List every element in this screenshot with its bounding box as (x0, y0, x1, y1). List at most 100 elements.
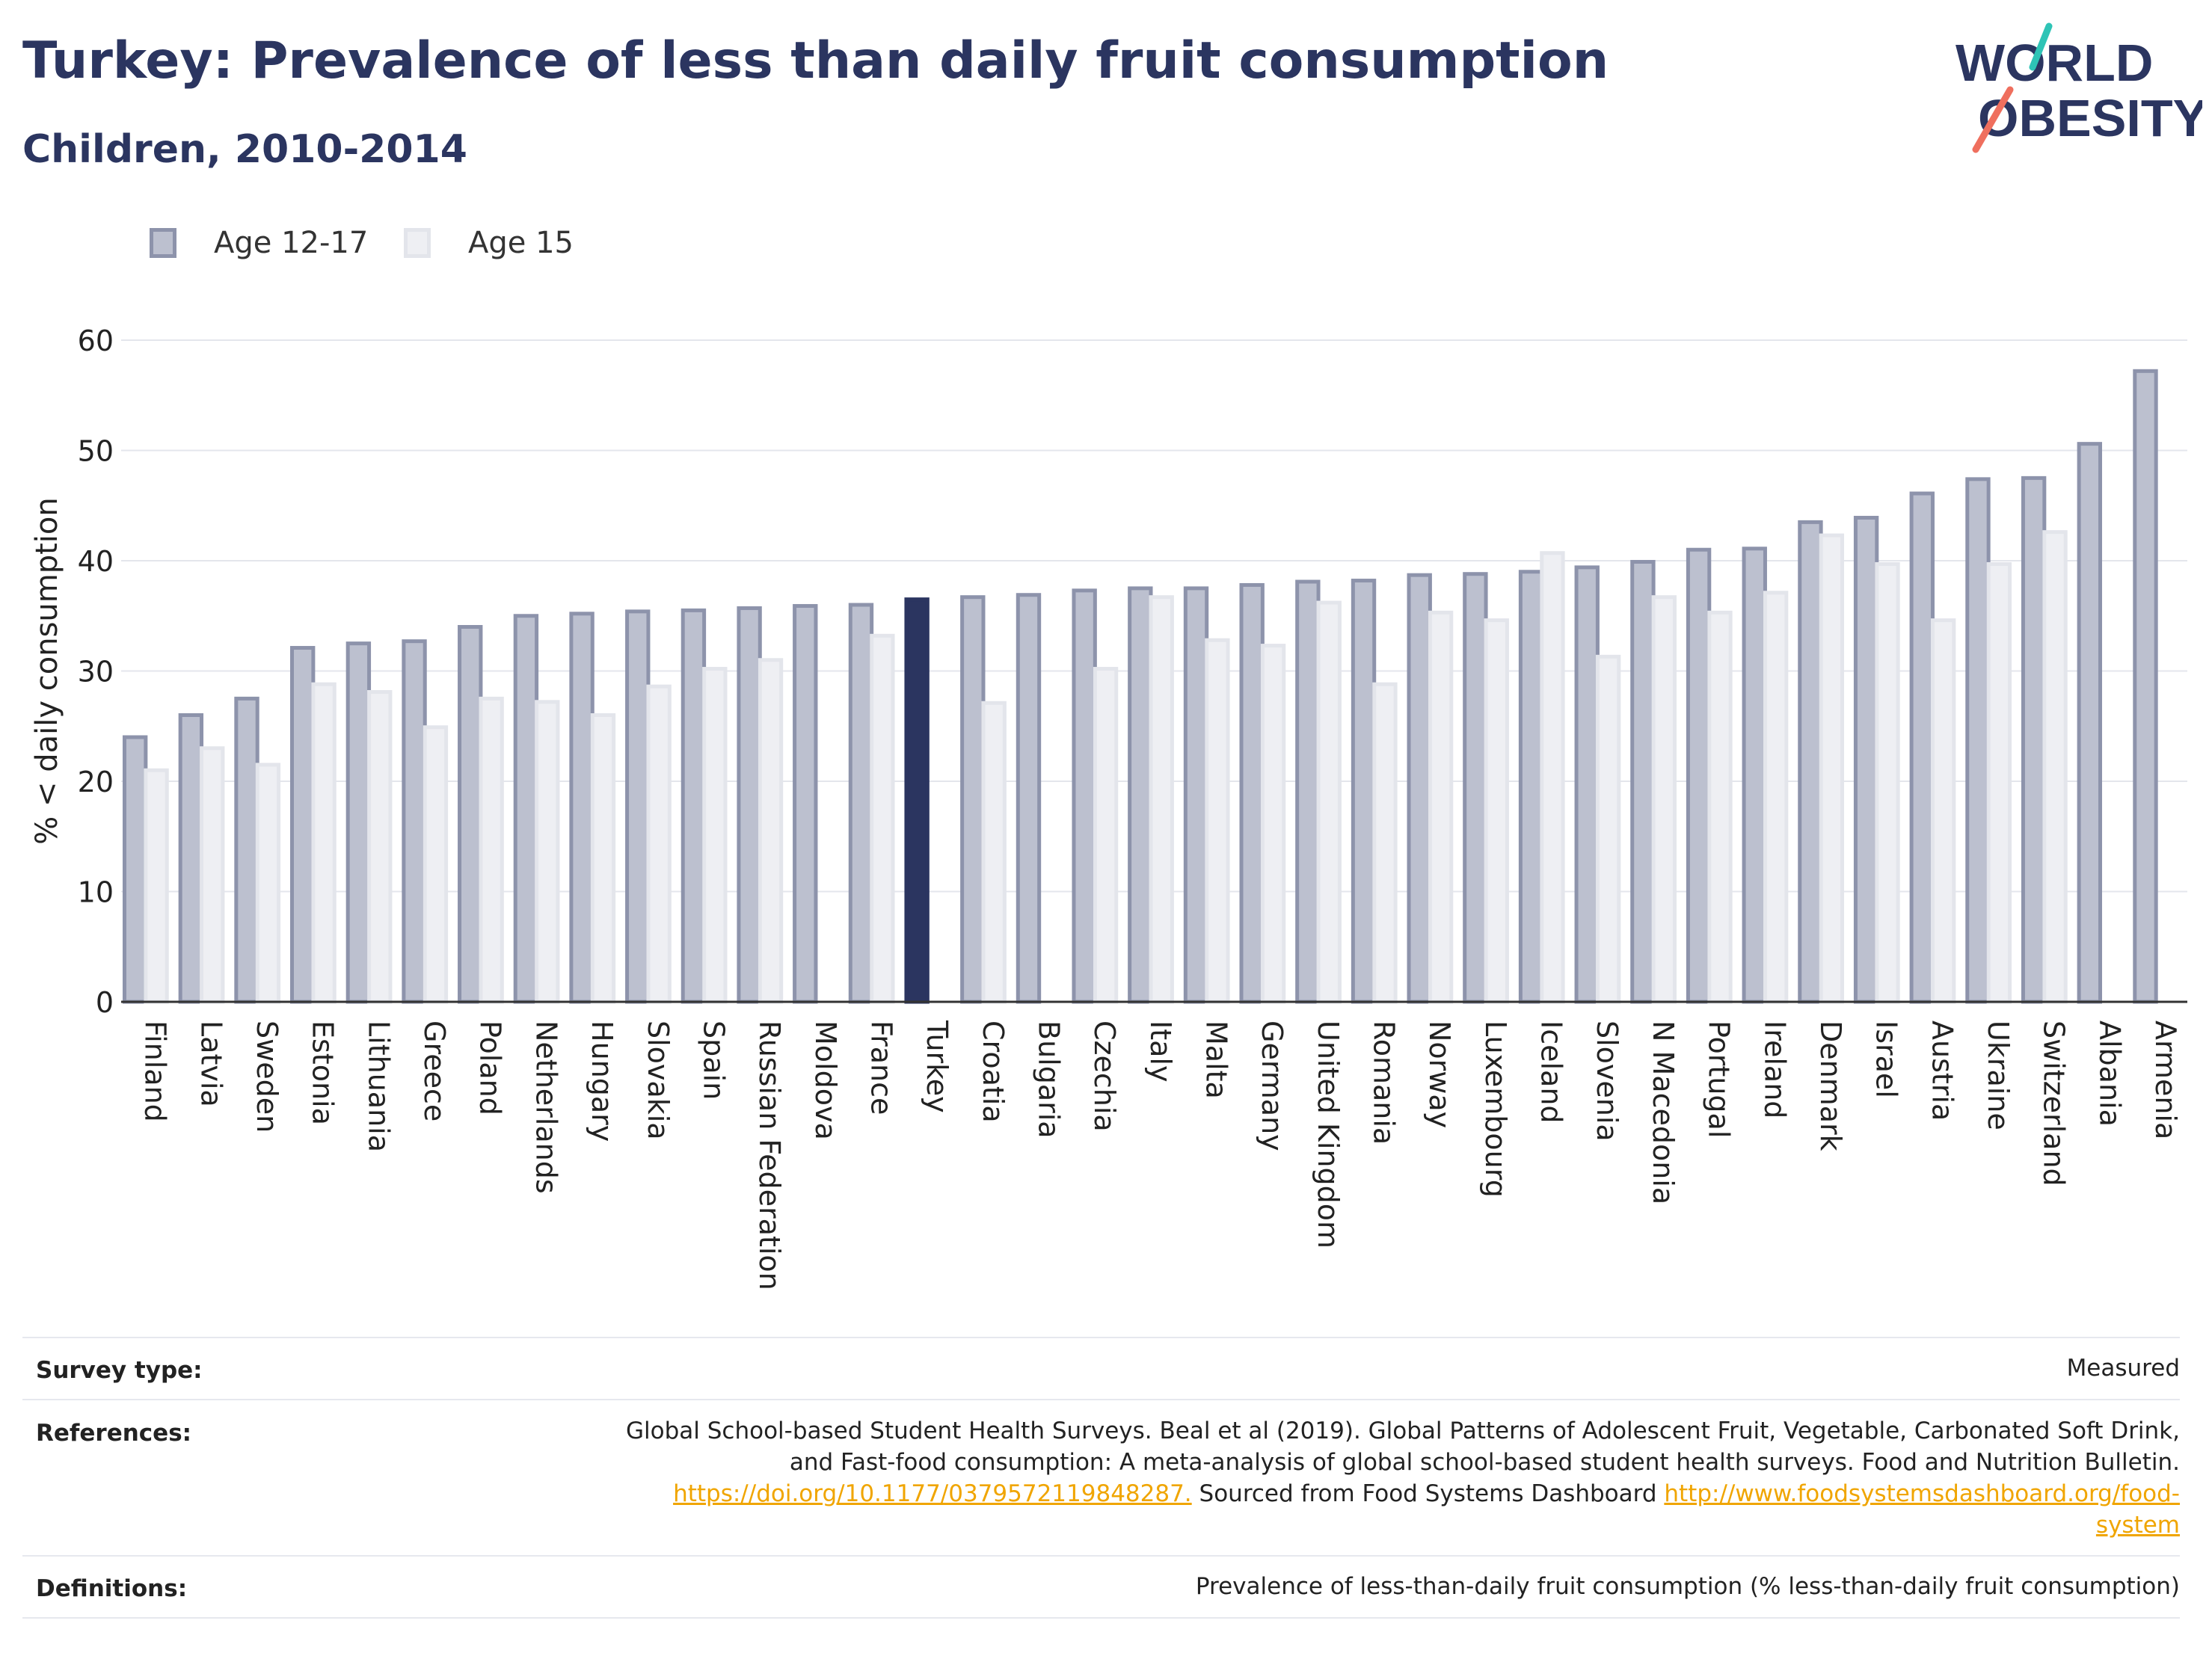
x-tick-label: Ukraine (1982, 1021, 2015, 1130)
bar-series2 (255, 763, 281, 1004)
info-divider-2 (22, 1399, 2180, 1400)
bar-series2 (1930, 618, 1956, 1004)
references-line-2: and Fast-food consumption: A meta-analys… (789, 1449, 2180, 1476)
bar-series1 (1016, 593, 1042, 1004)
bar-series1 (1239, 582, 1265, 1004)
bar-series2 (758, 658, 784, 1004)
bar-series1 (681, 608, 707, 1004)
bar-series1 (625, 609, 651, 1004)
y-tick-label: 20 (78, 766, 114, 798)
bar-series2 (1707, 610, 1733, 1004)
bar-series2 (144, 768, 169, 1004)
bar-series1 (569, 612, 595, 1004)
legend-swatch-series1 (150, 228, 176, 258)
legend-label-series2: Age 15 (468, 226, 574, 260)
references-label: References: (36, 1420, 192, 1447)
bar-series1 (345, 641, 372, 1004)
legend-swatch-series2 (404, 228, 431, 258)
bar-series2 (1819, 533, 1845, 1004)
survey-type-row: Survey type: Measured (22, 1338, 2180, 1398)
bar-series1 (2021, 475, 2047, 1004)
bar-series2 (1428, 610, 1454, 1004)
x-tick-label: Albania (2093, 1021, 2126, 1127)
bar-series2 (1316, 600, 1342, 1004)
bar-series1 (904, 597, 930, 1004)
bar-series1 (793, 603, 818, 1004)
y-tick-label: 30 (78, 656, 114, 689)
y-tick-label: 60 (78, 324, 114, 357)
bar-series1 (2077, 442, 2103, 1004)
references-value: Global School-based Student Health Surve… (626, 1415, 2180, 1541)
chart-subtitle: Children, 2010-2014 (22, 127, 467, 172)
x-tick-label: Estonia (307, 1021, 340, 1125)
bar-series1 (1630, 559, 1656, 1004)
x-tick-label: France (864, 1021, 897, 1115)
bar-series2 (1372, 682, 1398, 1004)
x-tick-label: Austria (1926, 1021, 1958, 1121)
bar-series2 (479, 696, 504, 1004)
x-tick-label: Iceland (1535, 1021, 1568, 1124)
x-tick-label: Slovakia (642, 1021, 675, 1140)
info-divider-4 (22, 1617, 2180, 1619)
x-tick-label: Ireland (1758, 1021, 1791, 1118)
doi-link[interactable]: https://doi.org/10.1177/0379572119848287… (673, 1480, 1192, 1507)
bar-series2 (1205, 638, 1230, 1004)
logo-line2: OBESITY (1978, 89, 2202, 147)
bar-series1 (1295, 579, 1321, 1004)
dashboard-link-part1[interactable]: http://www.foodsystemsdashboard.org/food… (1664, 1480, 2180, 1507)
bar-series1 (1463, 572, 1488, 1004)
bar-series2 (200, 746, 225, 1004)
info-divider-3 (22, 1555, 2180, 1557)
x-tick-label: Switzerland (2038, 1021, 2071, 1186)
bar-series2 (1093, 667, 1119, 1004)
bar-series2 (1763, 591, 1789, 1004)
bar-series2 (590, 713, 616, 1004)
bar-series2 (702, 667, 728, 1004)
x-tick-label: Moldova (809, 1021, 842, 1140)
bar-series1 (1183, 586, 1209, 1004)
bar-series1 (1128, 586, 1153, 1004)
bar-series1 (1965, 477, 1991, 1004)
survey-type-value: Measured (2066, 1355, 2180, 1382)
bar-series1 (458, 625, 483, 1004)
bar-series2 (2042, 530, 2068, 1004)
bar-series1 (1742, 547, 1767, 1004)
bar-series1 (960, 595, 986, 1004)
x-tick-label: Latvia (194, 1021, 227, 1107)
x-tick-label: Lithuania (362, 1021, 395, 1152)
x-tick-label: Norway (1423, 1021, 1456, 1128)
x-tick-label: Slovenia (1591, 1021, 1623, 1142)
bar-series1 (1351, 579, 1377, 1004)
bar-series1 (1518, 570, 1544, 1004)
x-tick-label: Spain (697, 1021, 730, 1100)
dashboard-link-part2[interactable]: system (2095, 1512, 2180, 1539)
x-tick-label: Denmark (1814, 1021, 1847, 1151)
x-tick-label: Bulgaria (1032, 1021, 1065, 1139)
bar-series2 (535, 700, 560, 1004)
bar-series1 (1407, 573, 1432, 1004)
chart-title: Turkey: Prevalence of less than daily fr… (22, 31, 1609, 90)
bar-series2 (1149, 595, 1174, 1004)
bar-series1 (1798, 520, 1823, 1004)
bar-series1 (737, 606, 762, 1004)
references-sourced-text: Sourced from Food Systems Dashboard (1191, 1480, 1665, 1507)
bar-series1 (848, 603, 874, 1004)
bar-series2 (1986, 561, 2012, 1004)
info-divider-1 (22, 1337, 2180, 1338)
x-tick-label: United Kingdom (1312, 1021, 1345, 1249)
legend-item-series1[interactable]: Age 12-17 (150, 221, 368, 265)
bar-series1 (2133, 369, 2158, 1004)
x-tick-label: N Macedonia (1647, 1021, 1680, 1204)
bar-series1 (1909, 491, 1935, 1004)
x-tick-label: Netherlands (529, 1021, 562, 1194)
bar-series1 (402, 639, 427, 1004)
x-tick-label: Luxembourg (1479, 1021, 1512, 1198)
legend-item-series2[interactable]: Age 15 (404, 221, 574, 265)
x-tick-label: Poland (474, 1021, 507, 1115)
bar-series2 (423, 725, 449, 1004)
x-tick-label: Armenia (2149, 1021, 2182, 1139)
bar-series2 (1484, 618, 1509, 1004)
bar-series1 (1574, 565, 1600, 1004)
references-line-4: system (626, 1509, 2180, 1541)
bar-series2 (1875, 561, 1900, 1004)
